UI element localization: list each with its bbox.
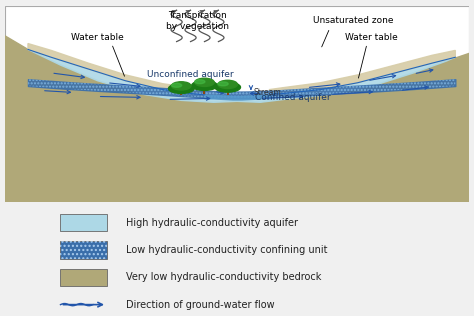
Text: Stream: Stream [253,88,281,97]
Ellipse shape [195,80,205,84]
Bar [61,269,107,286]
Text: Water table: Water table [346,33,398,42]
Ellipse shape [218,80,237,88]
Bar [61,241,107,258]
Ellipse shape [195,78,214,87]
Polygon shape [28,49,456,102]
Polygon shape [5,36,469,202]
Polygon shape [28,44,204,95]
Ellipse shape [172,82,191,90]
Text: Low hydraulic-conductivity confining unit: Low hydraulic-conductivity confining uni… [126,245,327,255]
Text: Water table: Water table [71,33,124,42]
Ellipse shape [191,81,217,90]
Text: Unsaturated zone: Unsaturated zone [313,15,393,25]
Ellipse shape [215,82,240,92]
Text: Very low hydraulic-conductivity bedrock: Very low hydraulic-conductivity bedrock [126,272,321,282]
Text: Transpiration
by vegetation: Transpiration by vegetation [166,11,229,31]
Text: Confined aquifer: Confined aquifer [255,93,330,102]
Ellipse shape [172,83,182,87]
Ellipse shape [218,82,228,86]
Bar [61,241,107,258]
Bar [61,214,107,231]
Polygon shape [270,50,456,94]
Text: Direction of ground-water flow: Direction of ground-water flow [126,300,274,310]
Text: Unconfined aquifer: Unconfined aquifer [147,70,234,79]
Ellipse shape [168,84,194,94]
Text: High hydraulic-conductivity aquifer: High hydraulic-conductivity aquifer [126,218,298,228]
